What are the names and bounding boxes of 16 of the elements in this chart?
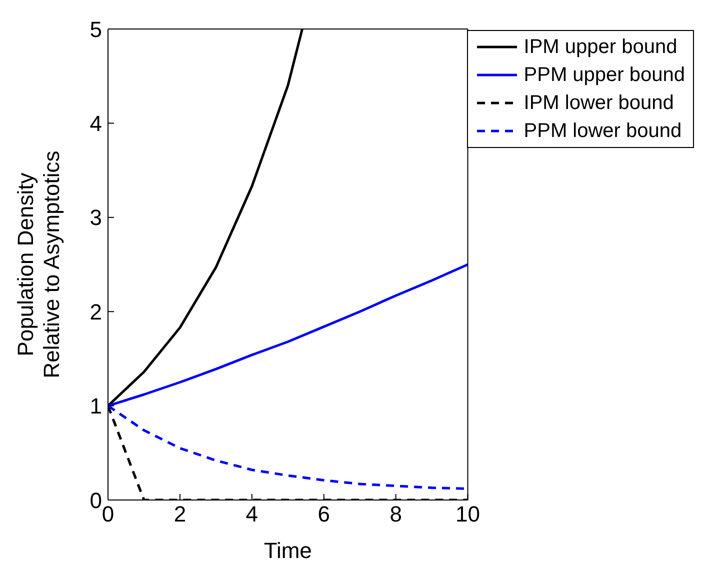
legend-label: IPM upper bound (524, 35, 678, 60)
x-tick-label: 4 (246, 502, 258, 527)
x-tick-label: 6 (318, 502, 330, 527)
y-tick-label: 3 (90, 205, 102, 230)
x-axis-title: Time (264, 538, 312, 563)
x-tick-label: 10 (456, 502, 480, 527)
y-tick-label: 4 (90, 111, 102, 136)
legend-label: PPM lower bound (524, 119, 682, 144)
legend-label: IPM lower bound (524, 91, 674, 116)
y-axis-title: Population Density Relative to Asymptotics (13, 150, 64, 378)
y-tick-label: 1 (90, 394, 102, 419)
x-tick-label: 8 (390, 502, 402, 527)
y-tick-label: 5 (90, 16, 102, 42)
x-tick-label: 2 (174, 502, 186, 527)
y-tick-label: 2 (90, 299, 102, 324)
legend-label: PPM upper bound (524, 63, 685, 88)
